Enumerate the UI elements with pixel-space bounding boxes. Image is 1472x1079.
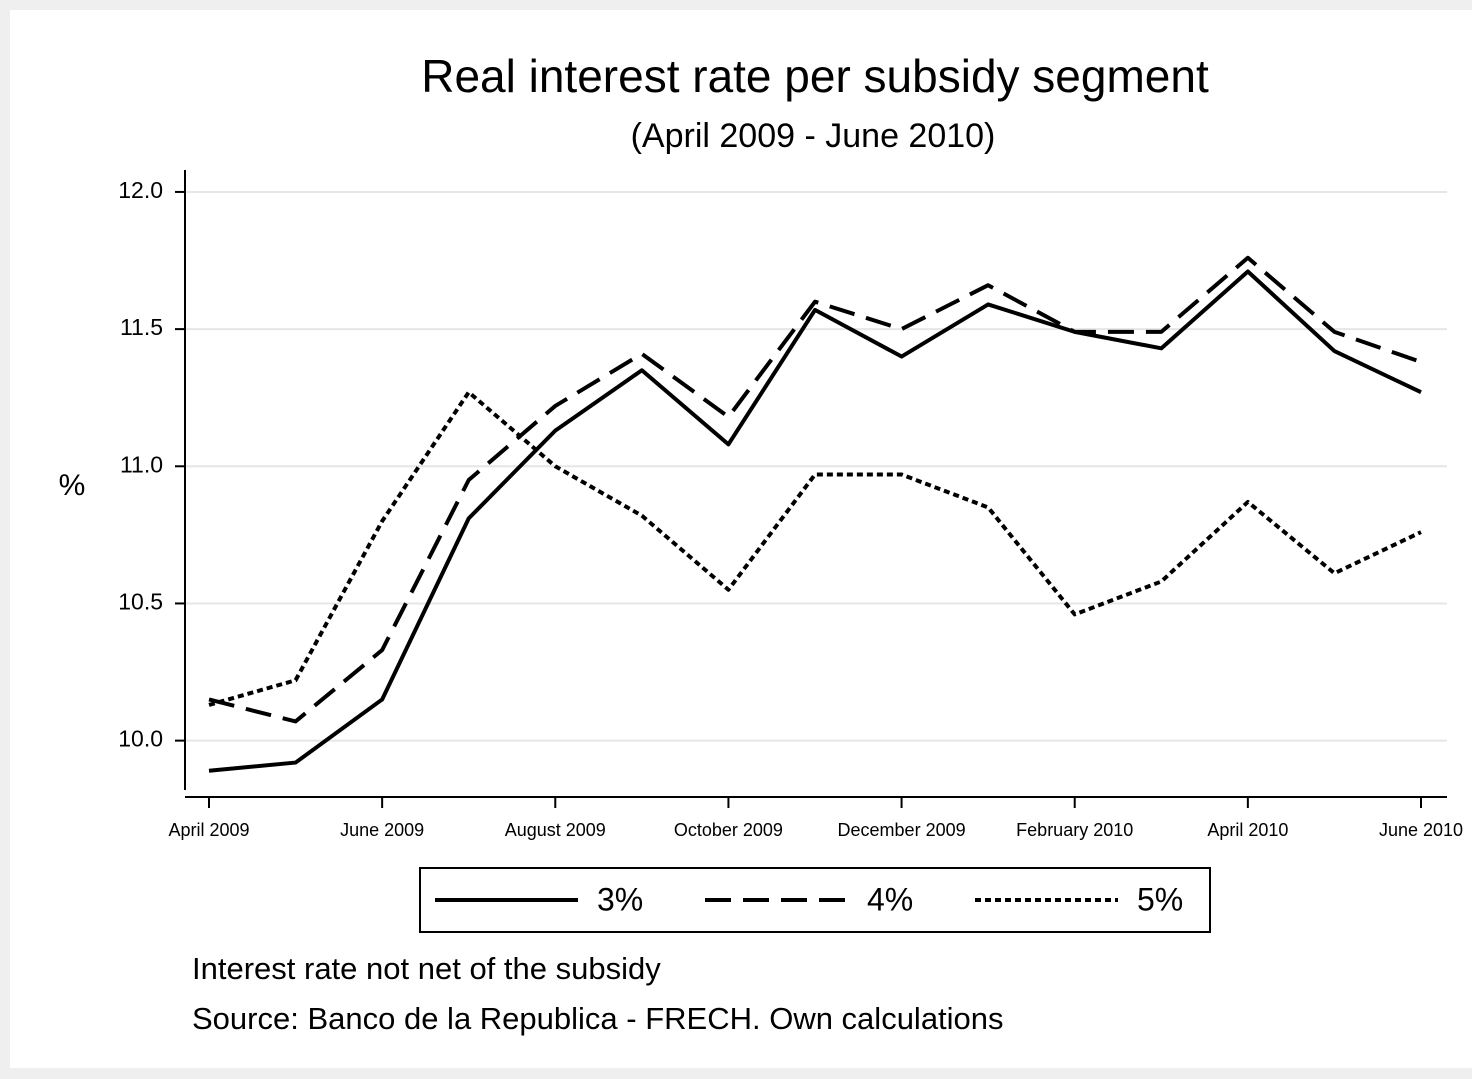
data-line [208, 390, 1422, 707]
y-tick-label: 11.5 [120, 314, 163, 340]
legend-label: 3% [597, 881, 643, 917]
y-tick-label: 10.5 [118, 589, 163, 615]
x-tick-label: December 2009 [838, 820, 966, 840]
chart-subtitle: (April 2009 - June 2010) [631, 117, 996, 155]
legend-label: 4% [867, 881, 913, 917]
x-tick-label: February 2010 [1016, 820, 1133, 840]
y-tick-label: 10.0 [118, 726, 163, 752]
x-tick-label: June 2009 [340, 820, 424, 840]
y-tick-label: 12.0 [118, 177, 163, 203]
x-tick-label: October 2009 [674, 820, 783, 840]
note: Source: Banco de la Republica - FRECH. O… [192, 1001, 1004, 1036]
data-line [208, 255, 1422, 724]
data-line [208, 269, 1422, 773]
x-tick-label: April 2010 [1207, 820, 1288, 840]
chart-title: Real interest rate per subsidy segment [421, 50, 1209, 102]
x-tick-label: August 2009 [505, 820, 606, 840]
x-tick-label: June 2010 [1379, 820, 1463, 840]
y-tick-label: 11.0 [120, 451, 163, 477]
y-axis-label: % [59, 469, 86, 502]
note: Interest rate not net of the subsidy [192, 951, 661, 986]
legend-label: 5% [1137, 881, 1183, 917]
x-tick-label: April 2009 [168, 820, 249, 840]
